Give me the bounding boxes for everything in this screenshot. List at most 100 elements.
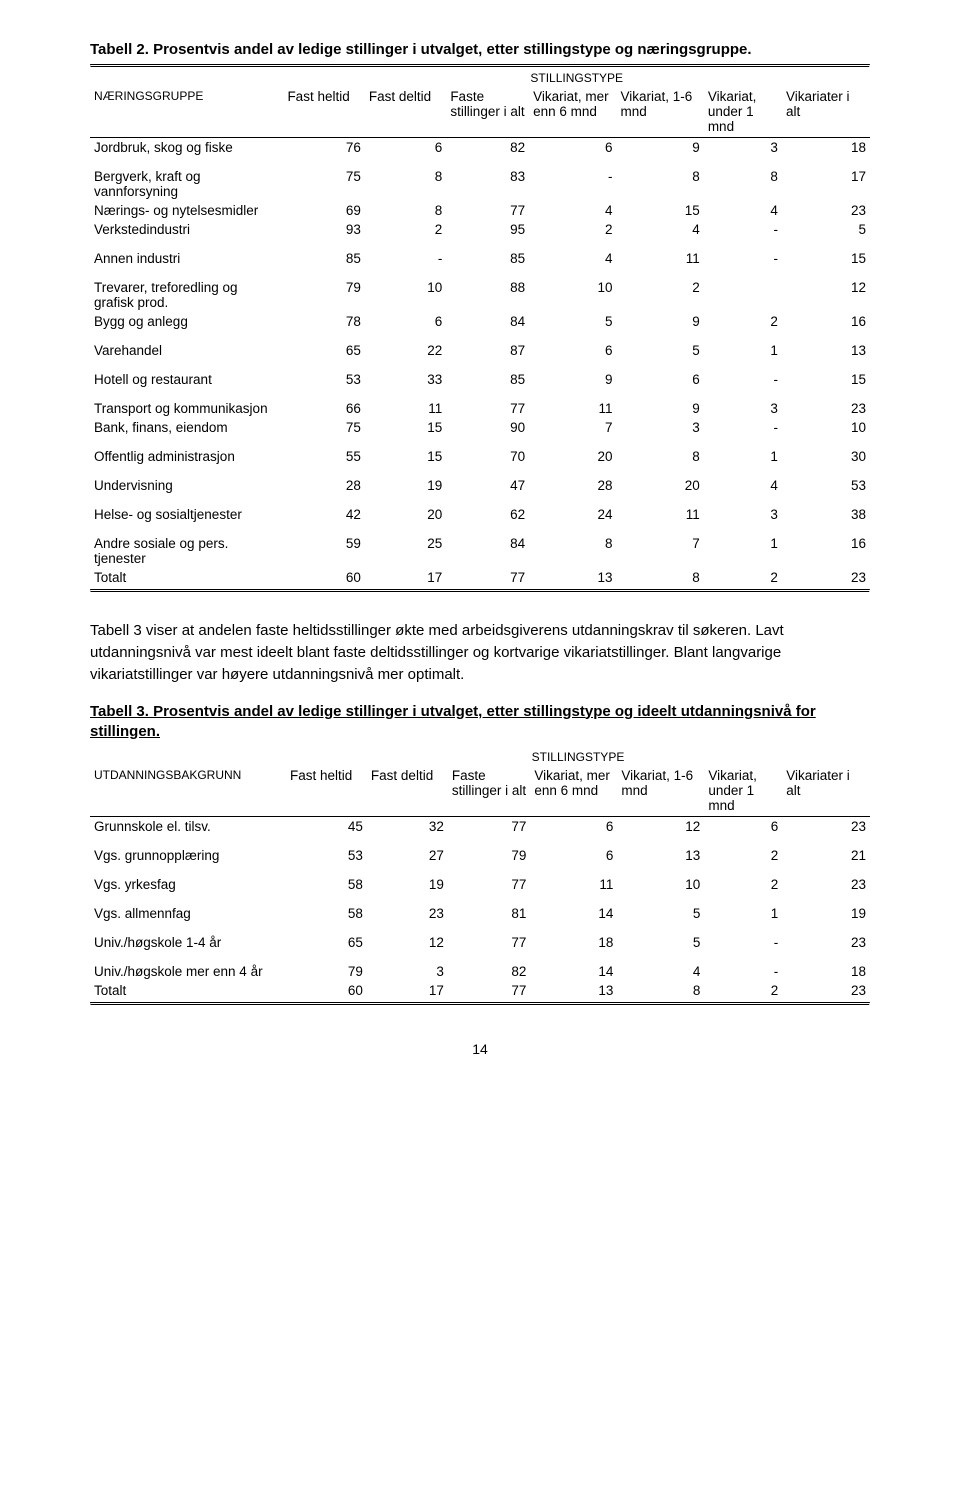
cell: 2 [529, 220, 616, 239]
cell: 65 [283, 331, 364, 360]
cell: 82 [448, 952, 531, 981]
cell: 8 [529, 524, 616, 568]
table-row: Transport og kommunikasjon661177119323 [90, 389, 870, 418]
table1-header: Vikariat, under 1 mnd [704, 87, 782, 138]
table-row: Bergverk, kraft og vannforsyning75883-88… [90, 157, 870, 201]
cell: 10 [782, 418, 870, 437]
cell: 2 [704, 981, 782, 1000]
table1: STILLINGSTYPE NÆRINGSGRUPPE Fast heltid … [90, 67, 870, 587]
cell: 59 [283, 524, 364, 568]
cell: 84 [446, 524, 529, 568]
cell: 15 [782, 360, 870, 389]
table-row: Verkstedindustri9329524-5 [90, 220, 870, 239]
cell: - [704, 220, 782, 239]
cell: 17 [782, 157, 870, 201]
cell: 12 [617, 817, 704, 837]
cell: 8 [704, 157, 782, 201]
table2-title: Tabell 3. Prosentvis andel av ledige sti… [90, 702, 870, 743]
row-label: Univ./høgskole mer enn 4 år [90, 952, 286, 981]
table1-header: Faste stillinger i alt [446, 87, 529, 138]
table2-bottom-rule [90, 1002, 870, 1005]
cell: 7 [616, 524, 703, 568]
table2-header: Fast heltid [286, 766, 367, 817]
row-label: Offentlig administrasjon [90, 437, 283, 466]
cell: 60 [283, 568, 364, 587]
cell: 6 [365, 312, 446, 331]
cell: 69 [283, 201, 364, 220]
cell: 3 [704, 495, 782, 524]
cell: 13 [617, 836, 704, 865]
cell: 13 [529, 568, 616, 587]
cell: 30 [782, 437, 870, 466]
cell: 4 [617, 952, 704, 981]
cell: 14 [530, 952, 617, 981]
table1-header: Fast deltid [365, 87, 446, 138]
cell: 11 [529, 389, 616, 418]
cell: - [704, 418, 782, 437]
cell: 6 [365, 138, 446, 158]
cell: 8 [365, 157, 446, 201]
cell: 6 [704, 817, 782, 837]
cell: 81 [448, 894, 531, 923]
row-label: Vgs. allmennfag [90, 894, 286, 923]
table-row: Vgs. allmennfag582381145119 [90, 894, 870, 923]
cell: 85 [446, 360, 529, 389]
cell: 16 [782, 312, 870, 331]
cell: 13 [530, 981, 617, 1000]
cell: 58 [286, 865, 367, 894]
cell: 17 [367, 981, 448, 1000]
table2-col0-header: UTDANNINGSBAKGRUNN [90, 766, 286, 817]
cell: 18 [782, 138, 870, 158]
cell: 79 [286, 952, 367, 981]
cell: 20 [529, 437, 616, 466]
cell: 8 [616, 568, 703, 587]
cell: 2 [365, 220, 446, 239]
cell: 10 [365, 268, 446, 312]
table-row: Andre sosiale og pers. tjenester59258487… [90, 524, 870, 568]
table-row: Totalt601777138223 [90, 981, 870, 1000]
row-label: Vgs. yrkesfag [90, 865, 286, 894]
cell: 42 [283, 495, 364, 524]
table-row: Bank, finans, eiendom75159073-10 [90, 418, 870, 437]
cell: 28 [283, 466, 364, 495]
cell: 82 [446, 138, 529, 158]
cell: 6 [529, 138, 616, 158]
cell: 4 [616, 220, 703, 239]
table-row: Univ./høgskole mer enn 4 år79382144-18 [90, 952, 870, 981]
cell: 27 [367, 836, 448, 865]
row-label: Varehandel [90, 331, 283, 360]
cell: 2 [704, 312, 782, 331]
table2-header: Faste stillinger i alt [448, 766, 531, 817]
cell: 22 [365, 331, 446, 360]
table-row: Annen industri85-85411-15 [90, 239, 870, 268]
cell: 25 [365, 524, 446, 568]
table-row: Grunnskole el. tilsv.453277612623 [90, 817, 870, 837]
cell: 15 [782, 239, 870, 268]
cell: - [365, 239, 446, 268]
table1-header: Vikariater i alt [782, 87, 870, 138]
cell: 79 [283, 268, 364, 312]
cell: 10 [529, 268, 616, 312]
table2-header: Vikariat, 1-6 mnd [617, 766, 704, 817]
cell: 2 [704, 568, 782, 587]
cell: 95 [446, 220, 529, 239]
cell: 23 [782, 865, 870, 894]
cell: 32 [367, 817, 448, 837]
cell: 5 [617, 923, 704, 952]
cell: 6 [530, 817, 617, 837]
cell [704, 268, 782, 312]
cell: 70 [446, 437, 529, 466]
cell: 58 [286, 894, 367, 923]
cell: 9 [616, 389, 703, 418]
table1-supertitle-row: STILLINGSTYPE [90, 67, 870, 87]
cell: 11 [530, 865, 617, 894]
row-label: Grunnskole el. tilsv. [90, 817, 286, 837]
cell: 19 [367, 865, 448, 894]
cell: 28 [529, 466, 616, 495]
row-label: Trevarer, treforedling og grafisk prod. [90, 268, 283, 312]
table1-title: Tabell 2. Prosentvis andel av ledige sti… [90, 40, 870, 60]
cell: 75 [283, 418, 364, 437]
cell: 93 [283, 220, 364, 239]
cell: 53 [286, 836, 367, 865]
row-label: Nærings- og nytelsesmidler [90, 201, 283, 220]
